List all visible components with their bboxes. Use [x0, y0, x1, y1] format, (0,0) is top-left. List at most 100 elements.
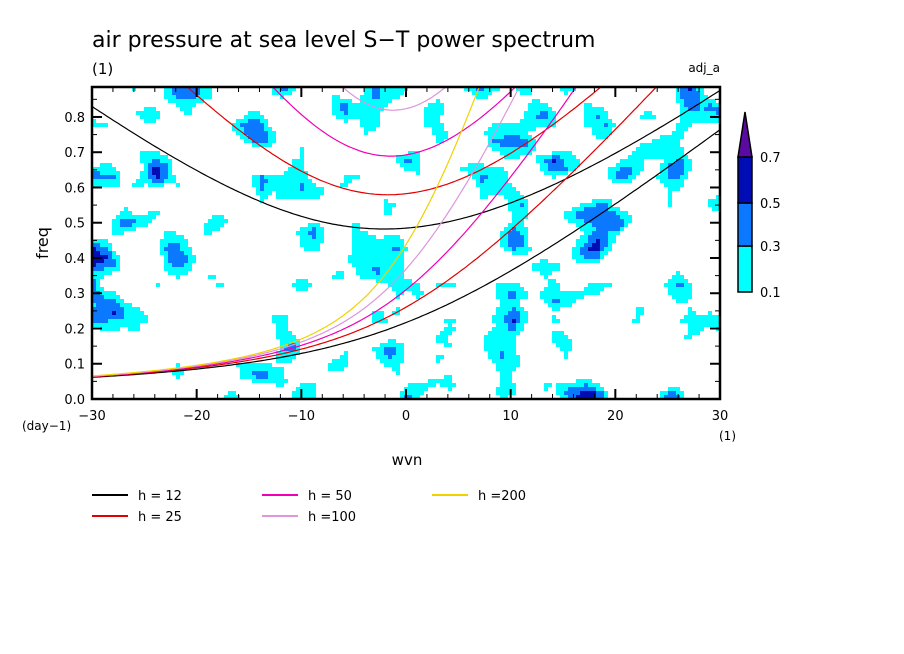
- contour-cell: [260, 175, 264, 179]
- contour-cell: [672, 295, 676, 299]
- contour-cell: [508, 351, 512, 355]
- contour-cell: [616, 163, 620, 167]
- contour-cell: [512, 327, 516, 331]
- contour-cell: [588, 283, 592, 287]
- contour-cell: [584, 107, 588, 111]
- contour-cell: [516, 355, 520, 359]
- contour-cell: [488, 175, 492, 179]
- contour-cell: [104, 323, 108, 327]
- contour-cell: [372, 119, 376, 123]
- contour-cell: [520, 323, 524, 327]
- contour-cell: [548, 303, 552, 307]
- contour-cell: [440, 335, 444, 339]
- contour-cell: [368, 251, 372, 255]
- contour-cell: [560, 163, 564, 167]
- contour-cell: [176, 375, 180, 379]
- contour-cell: [284, 87, 288, 91]
- contour-cell: [564, 395, 568, 399]
- contour-cell: [560, 291, 564, 295]
- contour-cell: [624, 211, 628, 215]
- contour-cell: [220, 223, 224, 227]
- contour-cell: [488, 143, 492, 147]
- contour-cell: [600, 247, 604, 251]
- contour-cell: [624, 163, 628, 167]
- contour-cell: [588, 287, 592, 291]
- contour-cell: [576, 243, 580, 247]
- contour-cell: [572, 211, 576, 215]
- contour-cell: [680, 135, 684, 139]
- colorbar-label: 0.1: [760, 286, 781, 301]
- contour-cell: [112, 223, 116, 227]
- contour-cell: [104, 175, 108, 179]
- contour-cell: [276, 331, 280, 335]
- contour-cell: [500, 387, 504, 391]
- contour-cell: [508, 227, 512, 231]
- contour-cell: [656, 143, 660, 147]
- contour-cell: [696, 87, 700, 91]
- contour-cell: [468, 87, 472, 91]
- contour-cell: [596, 127, 600, 131]
- contour-cell: [372, 247, 376, 251]
- contour-cell: [668, 199, 672, 203]
- contour-cell: [636, 167, 640, 171]
- contour-cell: [120, 323, 124, 327]
- contour-cell: [160, 159, 164, 163]
- contour-cell: [188, 259, 192, 263]
- contour-cell: [608, 239, 612, 243]
- contour-cell: [588, 123, 592, 127]
- contour-cell: [180, 267, 184, 271]
- contour-cell: [500, 287, 504, 291]
- contour-cell: [512, 299, 516, 303]
- contour-cell: [708, 315, 712, 319]
- contour-cell: [596, 131, 600, 135]
- contour-cell: [104, 291, 108, 295]
- contour-cell: [164, 171, 168, 175]
- contour-cell: [552, 163, 556, 167]
- contour-cell: [512, 347, 516, 351]
- contour-cell: [408, 279, 412, 283]
- y-tick-label: 0.8: [64, 111, 85, 126]
- contour-cell: [608, 167, 612, 171]
- contour-cell: [144, 119, 148, 123]
- contour-cell: [392, 259, 396, 263]
- contour-cell: [496, 339, 500, 343]
- contour-cell: [276, 195, 280, 199]
- unit-label: (1): [92, 60, 113, 78]
- contour-cell: [520, 295, 524, 299]
- contour-cell: [532, 99, 536, 103]
- contour-cell: [516, 251, 520, 255]
- contour-cell: [392, 283, 396, 287]
- contour-cell: [528, 107, 532, 111]
- contour-cell: [372, 115, 376, 119]
- contour-cell: [532, 119, 536, 123]
- contour-cell: [440, 135, 444, 139]
- contour-cell: [300, 195, 304, 199]
- contour-cell: [184, 111, 188, 115]
- contour-cell: [152, 215, 156, 219]
- contour-cell: [364, 263, 368, 267]
- contour-cell: [304, 187, 308, 191]
- contour-cell: [92, 239, 96, 243]
- contour-cell: [580, 387, 584, 391]
- contour-cell: [412, 387, 416, 391]
- contour-cell: [496, 343, 500, 347]
- contour-cell: [680, 183, 684, 187]
- contour-cell: [528, 91, 532, 95]
- contour-cell: [364, 259, 368, 263]
- contour-cell: [668, 203, 672, 207]
- contour-cell: [128, 219, 132, 223]
- contour-cell: [696, 327, 700, 331]
- contour-cell: [344, 363, 348, 367]
- contour-cell: [504, 123, 508, 127]
- contour-cell: [100, 171, 104, 175]
- contour-cell: [344, 103, 348, 107]
- contour-cell: [512, 235, 516, 239]
- contour-cell: [184, 271, 188, 275]
- contour-cell: [592, 251, 596, 255]
- contour-cell: [96, 179, 100, 183]
- contour-cell: [136, 219, 140, 223]
- contour-cell: [584, 391, 588, 395]
- contour-cell: [644, 143, 648, 147]
- contour-cell: [180, 99, 184, 103]
- contour-cell: [712, 103, 716, 107]
